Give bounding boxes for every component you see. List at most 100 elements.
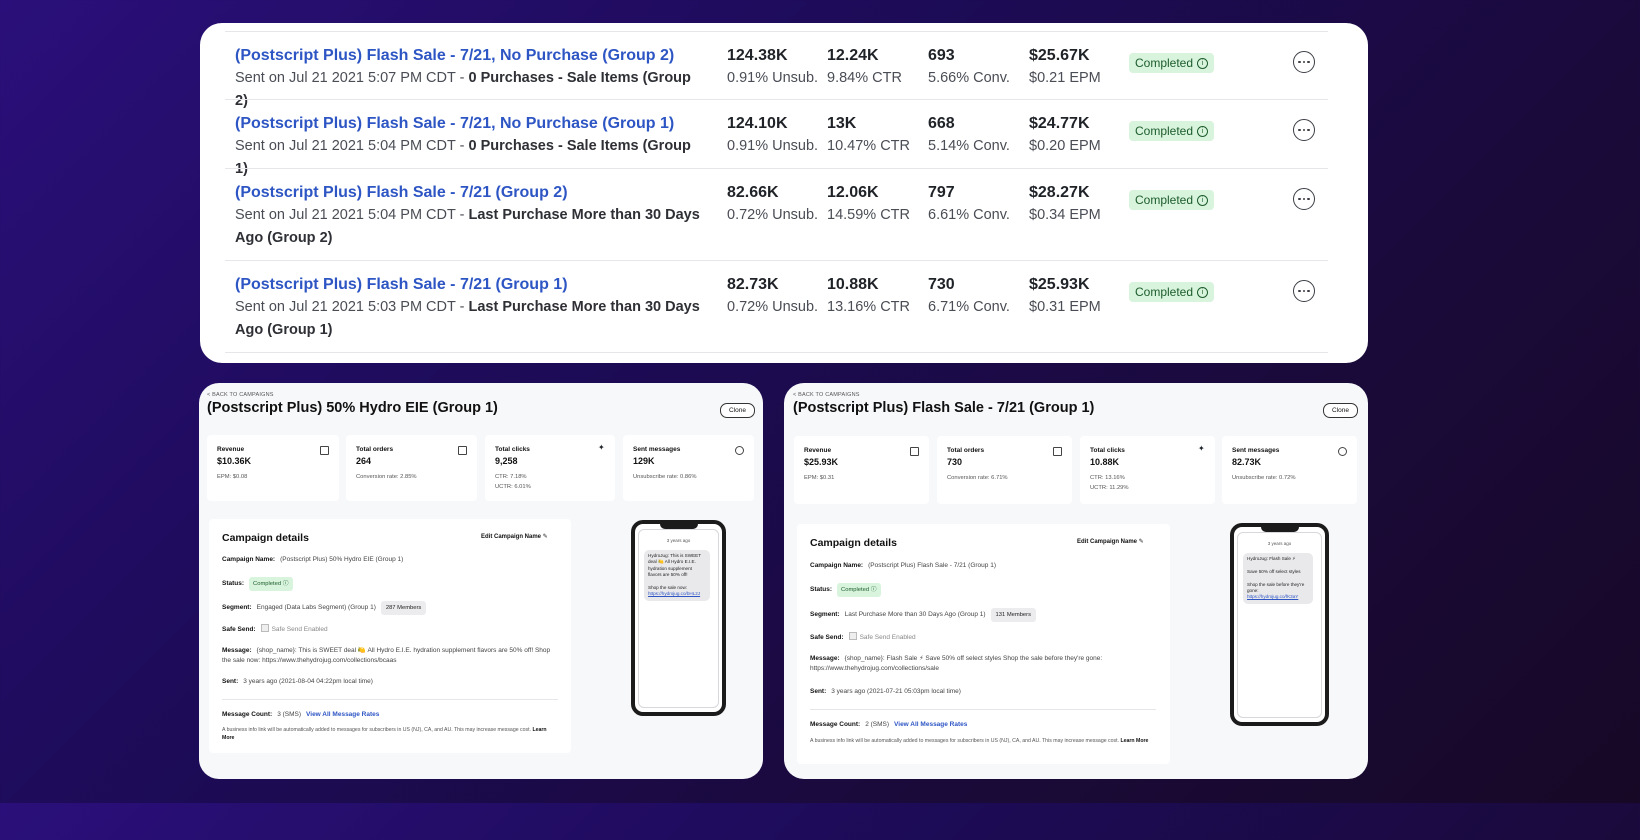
campaign-sent-info: Sent on Jul 21 2021 5:04 PM CDT - Last P… xyxy=(235,207,700,246)
sent-field: Sent: 3 years ago (2021-08-04 04:22pm loc… xyxy=(222,678,373,685)
message-field: Message: {shop_name}: Flash Sale ⚡ Save 5… xyxy=(810,655,1103,672)
view-message-rates-link[interactable]: View All Message Rates xyxy=(306,711,380,718)
campaign-title-link[interactable]: (Postscript Plus) Flash Sale - 7/21 (Gro… xyxy=(235,276,568,293)
info-icon: i xyxy=(1197,57,1209,69)
sent-field: Sent: 3 years ago (2021-07-21 05:03pm loc… xyxy=(810,688,961,695)
stat-value: 82.73K xyxy=(1232,457,1262,467)
clicks-metric: 12.24K 9.84% CTR xyxy=(827,47,902,86)
safe-send-checkbox[interactable] xyxy=(260,624,269,632)
revenue-metric: $25.67K $0.21 EPM xyxy=(1029,47,1101,86)
edit-campaign-name-button[interactable]: Edit Campaign Name ✎ xyxy=(481,534,548,540)
safe-send-field: Safe Send: Safe Send Enabled xyxy=(810,632,916,641)
phone-notch xyxy=(1260,527,1299,532)
stat-label: Revenue xyxy=(217,446,245,453)
revenue-metric: $25.93K $0.31 EPM xyxy=(1029,276,1101,315)
message-count-field: Message Count: 2 (SMS) View All Message Ra… xyxy=(810,721,968,728)
page-title: (Postscript Plus) Flash Sale - 7/21 (Gro… xyxy=(793,400,1095,416)
clicks-stat-card: Total clicks 9,258 CTR: 7.18% UCTR: 6.01%… xyxy=(485,435,615,501)
business-info-note: A business info link will be automatical… xyxy=(222,727,547,741)
campaign-detail-panel-left: < BACK TO CAMPAIGNS (Postscript Plus) 50… xyxy=(199,383,763,779)
revenue-stat-card: Revenue $25.93K EPM: $0.31 xyxy=(794,436,929,504)
more-options-button[interactable] xyxy=(1293,51,1315,73)
phone-preview: 3 years ago HydroJug: This is SWEET deal… xyxy=(631,520,726,716)
info-icon: i xyxy=(1197,286,1209,298)
stat-sub: Conversion rate: 6.71% xyxy=(947,475,1008,481)
stat-value: $25.93K xyxy=(804,457,839,467)
revenue-metric: $24.77K $0.20 EPM xyxy=(1029,115,1101,154)
pencil-icon: ✎ xyxy=(1138,539,1144,545)
sent-metric: 82.73K 0.72% Unsub. xyxy=(727,276,819,315)
clicks-metric: 13K 10.47% CTR xyxy=(827,115,911,154)
clone-button[interactable]: Clone xyxy=(1323,403,1358,418)
campaign-row: (Postscript Plus) Flash Sale - 7/21, No … xyxy=(225,31,1328,109)
edit-campaign-name-button[interactable]: Edit Campaign Name ✎ xyxy=(1077,539,1144,545)
campaign-sent-info: Sent on Jul 21 2021 5:07 PM CDT - 0 Purc… xyxy=(235,70,691,109)
more-options-button[interactable] xyxy=(1293,119,1315,141)
stat-value: 9,258 xyxy=(495,456,518,466)
status-field: Status: Completed ⓘ xyxy=(810,583,881,597)
campaign-detail-panel-right: < BACK TO CAMPAIGNS (Postscript Plus) Fl… xyxy=(784,383,1368,779)
clone-button[interactable]: Clone xyxy=(720,403,755,418)
message-time: 3 years ago xyxy=(666,538,691,543)
revenue-stat-card: Revenue $10.36K EPM: $0.08 xyxy=(207,435,339,501)
status-badge: Completed i xyxy=(1129,121,1215,141)
campaign-details-box: Campaign details Edit Campaign Name ✎ Ca… xyxy=(797,524,1170,764)
status-badge: Completed ⓘ xyxy=(837,583,881,597)
members-badge: 131 Members xyxy=(990,608,1036,622)
stat-sub: EPM: $0.31 xyxy=(804,475,835,481)
campaign-sent-info: Sent on Jul 21 2021 5:03 PM CDT - Last P… xyxy=(235,299,700,338)
campaign-row: (Postscript Plus) Flash Sale - 7/21, No … xyxy=(225,99,1328,177)
message-count-field: Message Count: 3 (SMS) View All Message Ra… xyxy=(222,711,380,718)
pencil-icon: ✎ xyxy=(542,534,548,540)
status-field: Status: Completed ⓘ xyxy=(222,577,293,591)
stat-sub: EPM: $0.08 xyxy=(217,474,248,480)
back-to-campaigns-link[interactable]: < BACK TO CAMPAIGNS xyxy=(207,392,274,398)
campaign-name-field: Campaign Name: (Postscript Plus) Flash Sa… xyxy=(810,562,996,569)
divider xyxy=(810,709,1156,710)
list-divider xyxy=(225,352,1328,353)
stat-value: 129K xyxy=(633,456,655,466)
sent-metric: 124.10K 0.91% Unsub. xyxy=(727,115,819,154)
message-bubble: HydroJug: Flash Sale ⚡ Save 50% off sele… xyxy=(1243,553,1313,604)
view-message-rates-link[interactable]: View All Message Rates xyxy=(894,721,968,728)
sent-metric: 124.38K 0.91% Unsub. xyxy=(727,47,819,86)
cursor-click-icon: ✦ xyxy=(1198,444,1205,453)
more-options-button[interactable] xyxy=(1293,280,1315,302)
safe-send-checkbox[interactable] xyxy=(848,632,857,640)
phone-screen xyxy=(1237,532,1322,718)
back-to-campaigns-link[interactable]: < BACK TO CAMPAIGNS xyxy=(793,392,860,398)
stat-sub: CTR: 13.16% UCTR: 11.29% xyxy=(1090,475,1129,491)
calendar-icon xyxy=(320,446,329,455)
orders-metric: 797 6.61% Conv. xyxy=(928,184,1010,223)
learn-more-link[interactable]: Learn More xyxy=(1120,738,1149,744)
stat-sub: CTR: 7.18% UCTR: 6.01% xyxy=(495,474,531,490)
message-field: Message: {shop_name}: This is SWEET deal … xyxy=(222,647,551,664)
campaign-details-heading: Campaign details xyxy=(810,537,897,549)
orders-metric: 730 6.71% Conv. xyxy=(928,276,1010,315)
message-icon xyxy=(1338,447,1347,456)
phone-notch xyxy=(659,524,698,529)
learn-more-link[interactable]: Learn More xyxy=(222,727,547,741)
stat-label: Total orders xyxy=(947,447,985,454)
stat-value: 264 xyxy=(356,456,372,466)
campaign-title-link[interactable]: (Postscript Plus) Flash Sale - 7/21, No … xyxy=(235,115,675,132)
status-badge: Completed i xyxy=(1129,282,1215,302)
more-options-button[interactable] xyxy=(1293,188,1315,210)
stat-label: Total orders xyxy=(356,446,394,453)
message-time: 3 years ago xyxy=(1267,541,1292,546)
orders-stat-card: Total orders 730 Conversion rate: 6.71% xyxy=(937,436,1072,504)
message-bubble: HydroJug: This is SWEET deal 🍋 All Hydro… xyxy=(644,550,710,601)
campaign-sent-info: Sent on Jul 21 2021 5:04 PM CDT - 0 Purc… xyxy=(235,138,691,177)
members-badge: 287 Members xyxy=(380,601,427,615)
campaign-details-heading: Campaign details xyxy=(222,532,309,544)
stat-sub: Conversion rate: 2.85% xyxy=(356,474,417,480)
campaign-title-link[interactable]: (Postscript Plus) Flash Sale - 7/21, No … xyxy=(235,47,675,64)
stat-value: $10.36K xyxy=(217,456,252,466)
orders-metric: 668 5.14% Conv. xyxy=(928,115,1010,154)
stat-label: Revenue xyxy=(804,447,832,454)
stat-sub: Unsubscribe rate: 0.86% xyxy=(633,474,697,480)
segment-field: Segment: Engaged (Data Labs Segment) (Gro… xyxy=(222,601,427,615)
stat-value: 10.88K xyxy=(1090,457,1120,467)
stat-label: Sent messages xyxy=(1232,447,1280,454)
campaign-title-link[interactable]: (Postscript Plus) Flash Sale - 7/21 (Gro… xyxy=(235,184,568,201)
